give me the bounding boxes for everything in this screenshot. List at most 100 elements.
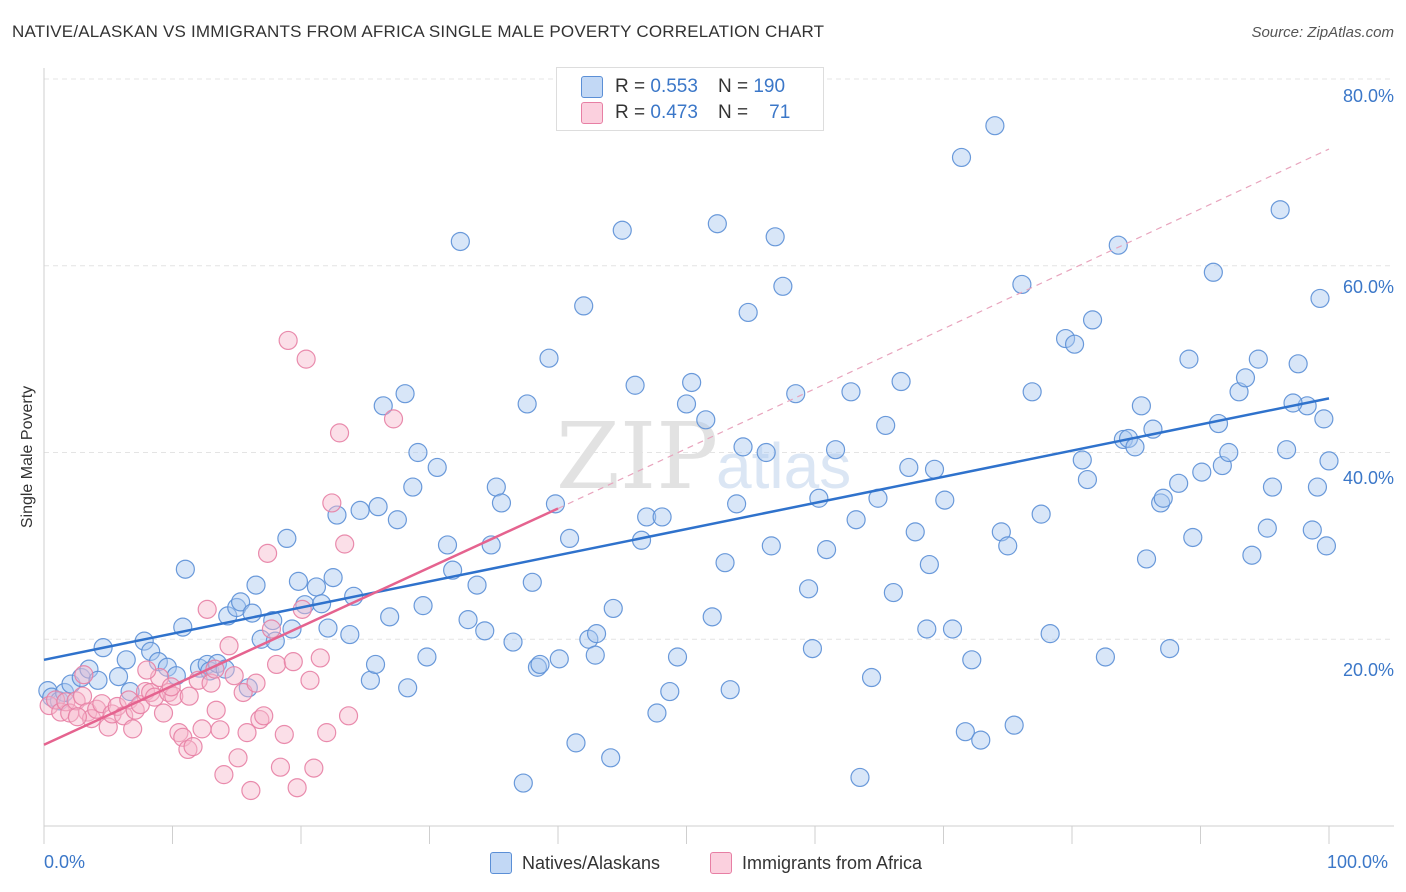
chart-title: NATIVE/ALASKAN VS IMMIGRANTS FROM AFRICA… xyxy=(12,22,825,41)
point-natives-alaskans xyxy=(667,647,688,667)
y-tick-label-60: 60.0% xyxy=(1342,277,1394,297)
legend-n-label: N = xyxy=(717,102,749,123)
point-immigrants-africa xyxy=(257,543,278,563)
point-natives-alaskans xyxy=(288,571,309,591)
point-natives-alaskans xyxy=(955,722,975,742)
legend-n-value: 190 xyxy=(753,76,786,97)
point-natives-alaskans xyxy=(603,598,623,619)
point-natives-alaskans xyxy=(917,619,937,639)
point-natives-alaskans xyxy=(861,667,882,688)
point-immigrants-africa xyxy=(270,757,291,777)
point-natives-alaskans xyxy=(1283,393,1303,413)
point-immigrants-africa xyxy=(250,709,270,730)
point-natives-alaskans xyxy=(1316,536,1337,556)
watermark: ZIP atlas xyxy=(556,403,851,510)
source-label: Source: ZipAtlas.com xyxy=(1251,24,1394,41)
point-natives-alaskans xyxy=(530,654,550,675)
point-natives-alaskans xyxy=(727,494,747,514)
point-natives-alaskans xyxy=(876,415,896,436)
trend-line-africa xyxy=(43,507,559,746)
series-immigrants-africa xyxy=(39,330,404,801)
point-natives-alaskans xyxy=(539,348,559,368)
point-natives-alaskans xyxy=(458,610,478,630)
point-immigrants-africa xyxy=(335,534,355,554)
point-natives-alaskans xyxy=(1031,504,1051,524)
legend-row-africa: R = 0.473 N = 71 xyxy=(581,101,790,125)
point-natives-alaskans xyxy=(413,596,433,616)
point-immigrants-africa xyxy=(87,699,107,719)
point-natives-alaskans xyxy=(306,577,327,597)
point-natives-alaskans xyxy=(905,522,925,542)
point-immigrants-africa xyxy=(67,707,88,727)
point-immigrants-africa xyxy=(192,719,212,739)
point-immigrants-africa xyxy=(246,673,266,693)
point-immigrants-africa xyxy=(287,778,307,798)
point-immigrants-africa xyxy=(383,409,404,429)
point-natives-alaskans xyxy=(841,382,861,402)
point-immigrants-africa xyxy=(233,682,253,703)
point-immigrants-africa xyxy=(123,719,143,739)
point-immigrants-africa xyxy=(92,694,112,714)
legend-n-value: 71 xyxy=(769,102,791,123)
point-immigrants-africa xyxy=(183,737,203,757)
point-natives-alaskans xyxy=(1192,462,1212,482)
point-natives-alaskans xyxy=(527,657,548,677)
point-immigrants-africa xyxy=(153,703,174,723)
point-natives-alaskans xyxy=(1314,409,1334,429)
point-natives-alaskans xyxy=(517,394,537,414)
point-natives-alaskans xyxy=(566,733,586,753)
point-natives-alaskans xyxy=(408,442,428,463)
point-natives-alaskans xyxy=(513,773,533,793)
point-natives-alaskans xyxy=(350,500,370,520)
point-immigrants-africa xyxy=(206,700,226,720)
point-immigrants-africa xyxy=(214,765,234,785)
point-natives-alaskans xyxy=(738,302,758,323)
point-natives-alaskans xyxy=(450,231,470,252)
point-natives-alaskans xyxy=(360,670,380,690)
point-natives-alaskans xyxy=(427,457,447,478)
point-natives-alaskans xyxy=(323,568,343,588)
point-natives-alaskans xyxy=(991,522,1011,542)
x-tick-label-0: 0.0% xyxy=(44,852,86,872)
point-natives-alaskans xyxy=(720,680,740,700)
watermark-atlas: atlas xyxy=(716,430,851,502)
point-natives-alaskans xyxy=(1310,288,1330,309)
point-natives-alaskans xyxy=(601,748,621,768)
point-immigrants-africa xyxy=(197,599,217,619)
point-natives-alaskans xyxy=(141,641,161,661)
point-immigrants-africa xyxy=(179,686,199,706)
point-natives-alaskans xyxy=(1012,274,1032,295)
point-immigrants-africa xyxy=(254,706,274,726)
point-natives-alaskans xyxy=(1208,413,1229,434)
point-immigrants-africa xyxy=(74,665,94,685)
point-natives-alaskans xyxy=(1219,442,1239,463)
point-immigrants-africa xyxy=(72,686,93,706)
point-natives-alaskans xyxy=(1082,310,1103,330)
legend-row-natives: R = 0.553 N = 190 xyxy=(581,75,785,99)
bottom-legend-label: Immigrants from Africa xyxy=(742,852,923,873)
point-natives-alaskans xyxy=(574,296,594,316)
legend-r-value: 0.553 xyxy=(650,76,698,97)
point-natives-alaskans xyxy=(277,528,297,549)
point-natives-alaskans xyxy=(761,536,781,556)
point-natives-alaskans xyxy=(1276,440,1297,460)
point-natives-alaskans xyxy=(924,459,945,479)
point-natives-alaskans xyxy=(486,477,506,497)
point-natives-alaskans xyxy=(825,440,846,460)
axes xyxy=(43,68,1394,844)
point-natives-alaskans xyxy=(682,372,702,393)
point-natives-alaskans xyxy=(1153,488,1173,508)
point-natives-alaskans xyxy=(327,505,347,525)
point-immigrants-africa xyxy=(261,619,282,639)
point-natives-alaskans xyxy=(816,540,837,560)
point-immigrants-africa xyxy=(266,654,287,675)
bottom-legend-swatch-blue xyxy=(490,852,512,874)
point-natives-alaskans xyxy=(765,227,785,247)
point-natives-alaskans xyxy=(246,575,266,595)
point-natives-alaskans xyxy=(1288,354,1308,374)
point-natives-alaskans xyxy=(503,632,523,652)
point-immigrants-africa xyxy=(137,660,157,680)
point-natives-alaskans xyxy=(395,384,415,404)
point-natives-alaskans xyxy=(883,582,903,603)
